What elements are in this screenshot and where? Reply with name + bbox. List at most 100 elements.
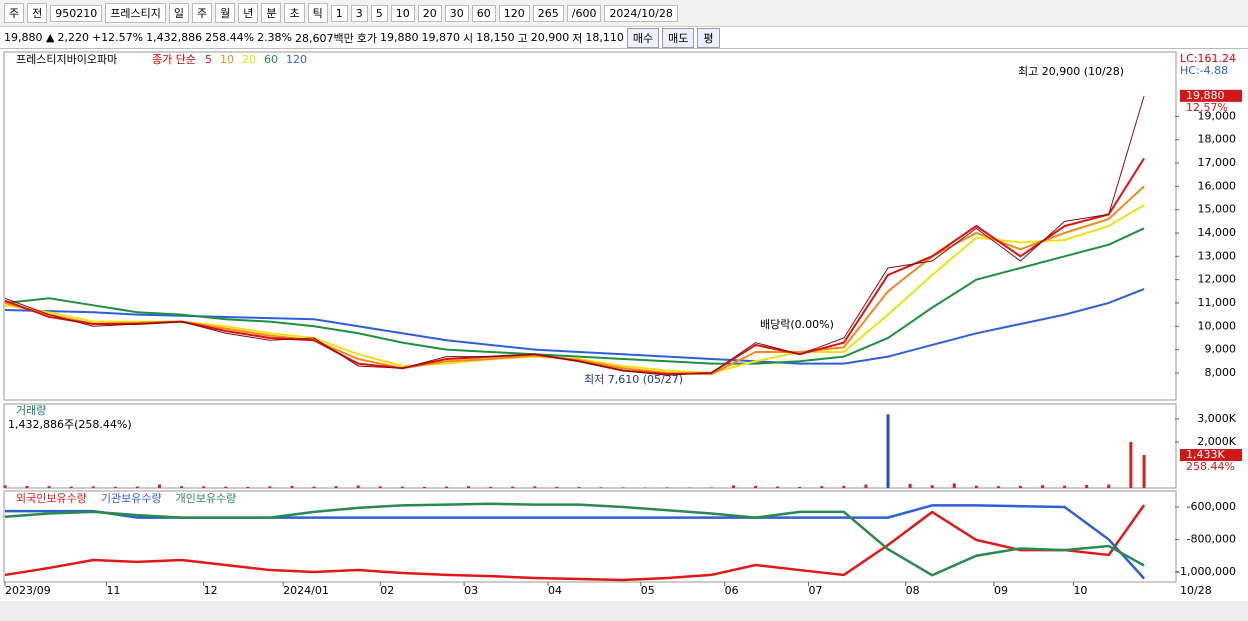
volume-ratio: 258.44% bbox=[1186, 460, 1235, 473]
toolbar-item[interactable]: 950210 bbox=[50, 4, 103, 22]
toolbar-item[interactable]: 전 bbox=[27, 3, 48, 23]
volume-bar bbox=[1085, 485, 1089, 488]
y-tick-label: 13,000 bbox=[1198, 249, 1237, 262]
toolbar-item[interactable]: 3 bbox=[350, 4, 368, 22]
volume-bar bbox=[709, 487, 713, 488]
volume-bar bbox=[312, 486, 316, 488]
legend-entry: 개인보유수량 bbox=[176, 492, 237, 505]
toolbar-item[interactable]: 60 bbox=[471, 4, 496, 22]
x-tick-label: 02 bbox=[380, 584, 394, 597]
y-tick-label: 8,000 bbox=[1205, 366, 1237, 379]
quote-bar: 19,880 ▲ 2,220 +12.57% 1,432,886 258.44% 2.38… bbox=[0, 27, 1248, 49]
toolbar-item[interactable]: 틱 bbox=[307, 3, 328, 23]
volume-bar bbox=[1107, 484, 1111, 488]
toolbar-item[interactable]: 265 bbox=[532, 4, 564, 22]
volume-bar bbox=[577, 487, 581, 488]
volume-bar bbox=[754, 485, 758, 488]
volume-bar bbox=[533, 486, 537, 488]
volume-bar bbox=[467, 486, 471, 488]
volume-bar bbox=[1142, 455, 1146, 488]
volume-bar bbox=[996, 486, 1000, 488]
y-tick-label: 18,000 bbox=[1198, 133, 1237, 146]
quote-item: 1,432,886 bbox=[146, 31, 203, 44]
y-tick-label: 17,000 bbox=[1198, 156, 1237, 169]
volume-bar bbox=[776, 486, 780, 488]
quote-item: 18,110 bbox=[585, 31, 624, 44]
toolbar-item[interactable]: 120 bbox=[498, 4, 530, 22]
x-tick-label: 09 bbox=[994, 584, 1008, 597]
toolbar-item[interactable]: 5 bbox=[370, 4, 388, 22]
volume-bar bbox=[555, 486, 559, 488]
x-tick-label: 2024/01 bbox=[283, 584, 329, 597]
toolbar-item[interactable]: 주 bbox=[4, 3, 25, 23]
quote-item: 2.38% bbox=[257, 31, 293, 44]
holding-line bbox=[4, 504, 1146, 582]
x-tick-label: 11 bbox=[107, 584, 121, 597]
toolbar-item[interactable]: 년 bbox=[238, 3, 259, 23]
volume-bar bbox=[974, 485, 978, 488]
toolbar-item[interactable]: 1 bbox=[330, 4, 348, 22]
toolbar-item[interactable]: 프레스티지 bbox=[105, 3, 166, 23]
volume-bar bbox=[290, 485, 294, 488]
volume-bar bbox=[511, 486, 515, 488]
volume-bar bbox=[599, 487, 603, 488]
volume-bar bbox=[621, 487, 625, 488]
legend-entry: 60 bbox=[264, 53, 278, 66]
toolbar-item[interactable]: 30 bbox=[444, 4, 469, 22]
scrollbar[interactable] bbox=[0, 601, 1248, 621]
end-date: 10/28 bbox=[1180, 584, 1212, 597]
volume-bar bbox=[378, 486, 382, 488]
lc: LC:161.24 bbox=[1180, 52, 1236, 65]
x-tick-label: 06 bbox=[725, 584, 739, 597]
toolbar-item[interactable]: 10 bbox=[390, 4, 415, 22]
toolbar-item[interactable]: 초 bbox=[284, 3, 305, 23]
quote-button[interactable]: 매수 bbox=[626, 27, 660, 48]
volume-bar bbox=[731, 485, 735, 488]
y-tick-label: 16,000 bbox=[1198, 179, 1237, 192]
toolbar-item[interactable]: /600 bbox=[566, 4, 602, 22]
toolbar-item[interactable]: 주 bbox=[191, 3, 213, 23]
volume-bar bbox=[1041, 485, 1045, 488]
ma-line bbox=[4, 288, 1145, 365]
low-note: 최저 7,610 (05/27) bbox=[584, 373, 683, 386]
volume-bar bbox=[1129, 441, 1133, 488]
y-tick-label: -600,000 bbox=[1187, 500, 1236, 513]
ma-line bbox=[4, 157, 1145, 376]
volume-bar bbox=[952, 483, 956, 488]
volume-bar bbox=[820, 486, 824, 488]
quote-item: 19,880 ▲ bbox=[4, 31, 55, 44]
volume-bar bbox=[202, 486, 206, 488]
legend-entry: 10 bbox=[220, 53, 234, 66]
toolbar: 주 전 950210 프레스티지 일 주 월 년 분 초 틱 1 3 5 10 20 30 60 120 265/60… bbox=[0, 0, 1248, 27]
volume-bar bbox=[489, 486, 493, 488]
x-tick-label: 04 bbox=[548, 584, 562, 597]
quote-button[interactable]: 평 bbox=[697, 27, 720, 48]
quote-item: 시 bbox=[463, 31, 474, 45]
quote-item: 18,150 bbox=[476, 31, 515, 44]
change-label: 12.57% bbox=[1186, 101, 1228, 114]
y-tick-label: 3,000K bbox=[1197, 412, 1236, 425]
volume-bar bbox=[113, 486, 117, 488]
last-volume-label: 1,433K bbox=[1186, 448, 1225, 461]
quote-item: 258.44% bbox=[205, 31, 255, 44]
volume-bar bbox=[1018, 485, 1022, 488]
quote-item: 20,900 bbox=[530, 31, 570, 44]
volume-bar bbox=[864, 484, 868, 488]
toolbar-item[interactable]: 2024/10/28 bbox=[604, 4, 678, 22]
volume-bar bbox=[268, 486, 272, 488]
price-title: 프레스티지바이오파마 bbox=[16, 53, 117, 66]
quote-button[interactable]: 매도 bbox=[662, 27, 695, 48]
toolbar-item[interactable]: 20 bbox=[417, 4, 442, 22]
hc: HC:-4.88 bbox=[1180, 64, 1228, 77]
quote-item: 고 bbox=[517, 31, 528, 45]
volume-bar bbox=[69, 486, 73, 488]
legend-entry: 기관보유수량 bbox=[101, 492, 162, 505]
quote-item: 19,880 bbox=[380, 31, 419, 44]
volume-bar bbox=[798, 486, 802, 488]
volume-bar bbox=[246, 486, 250, 488]
toolbar-item[interactable]: 일 bbox=[168, 3, 189, 23]
toolbar-item[interactable]: 분 bbox=[261, 3, 282, 23]
volume-title: 거래량 bbox=[16, 404, 46, 417]
volume-bar bbox=[665, 487, 669, 488]
toolbar-item[interactable]: 월 bbox=[215, 3, 236, 23]
